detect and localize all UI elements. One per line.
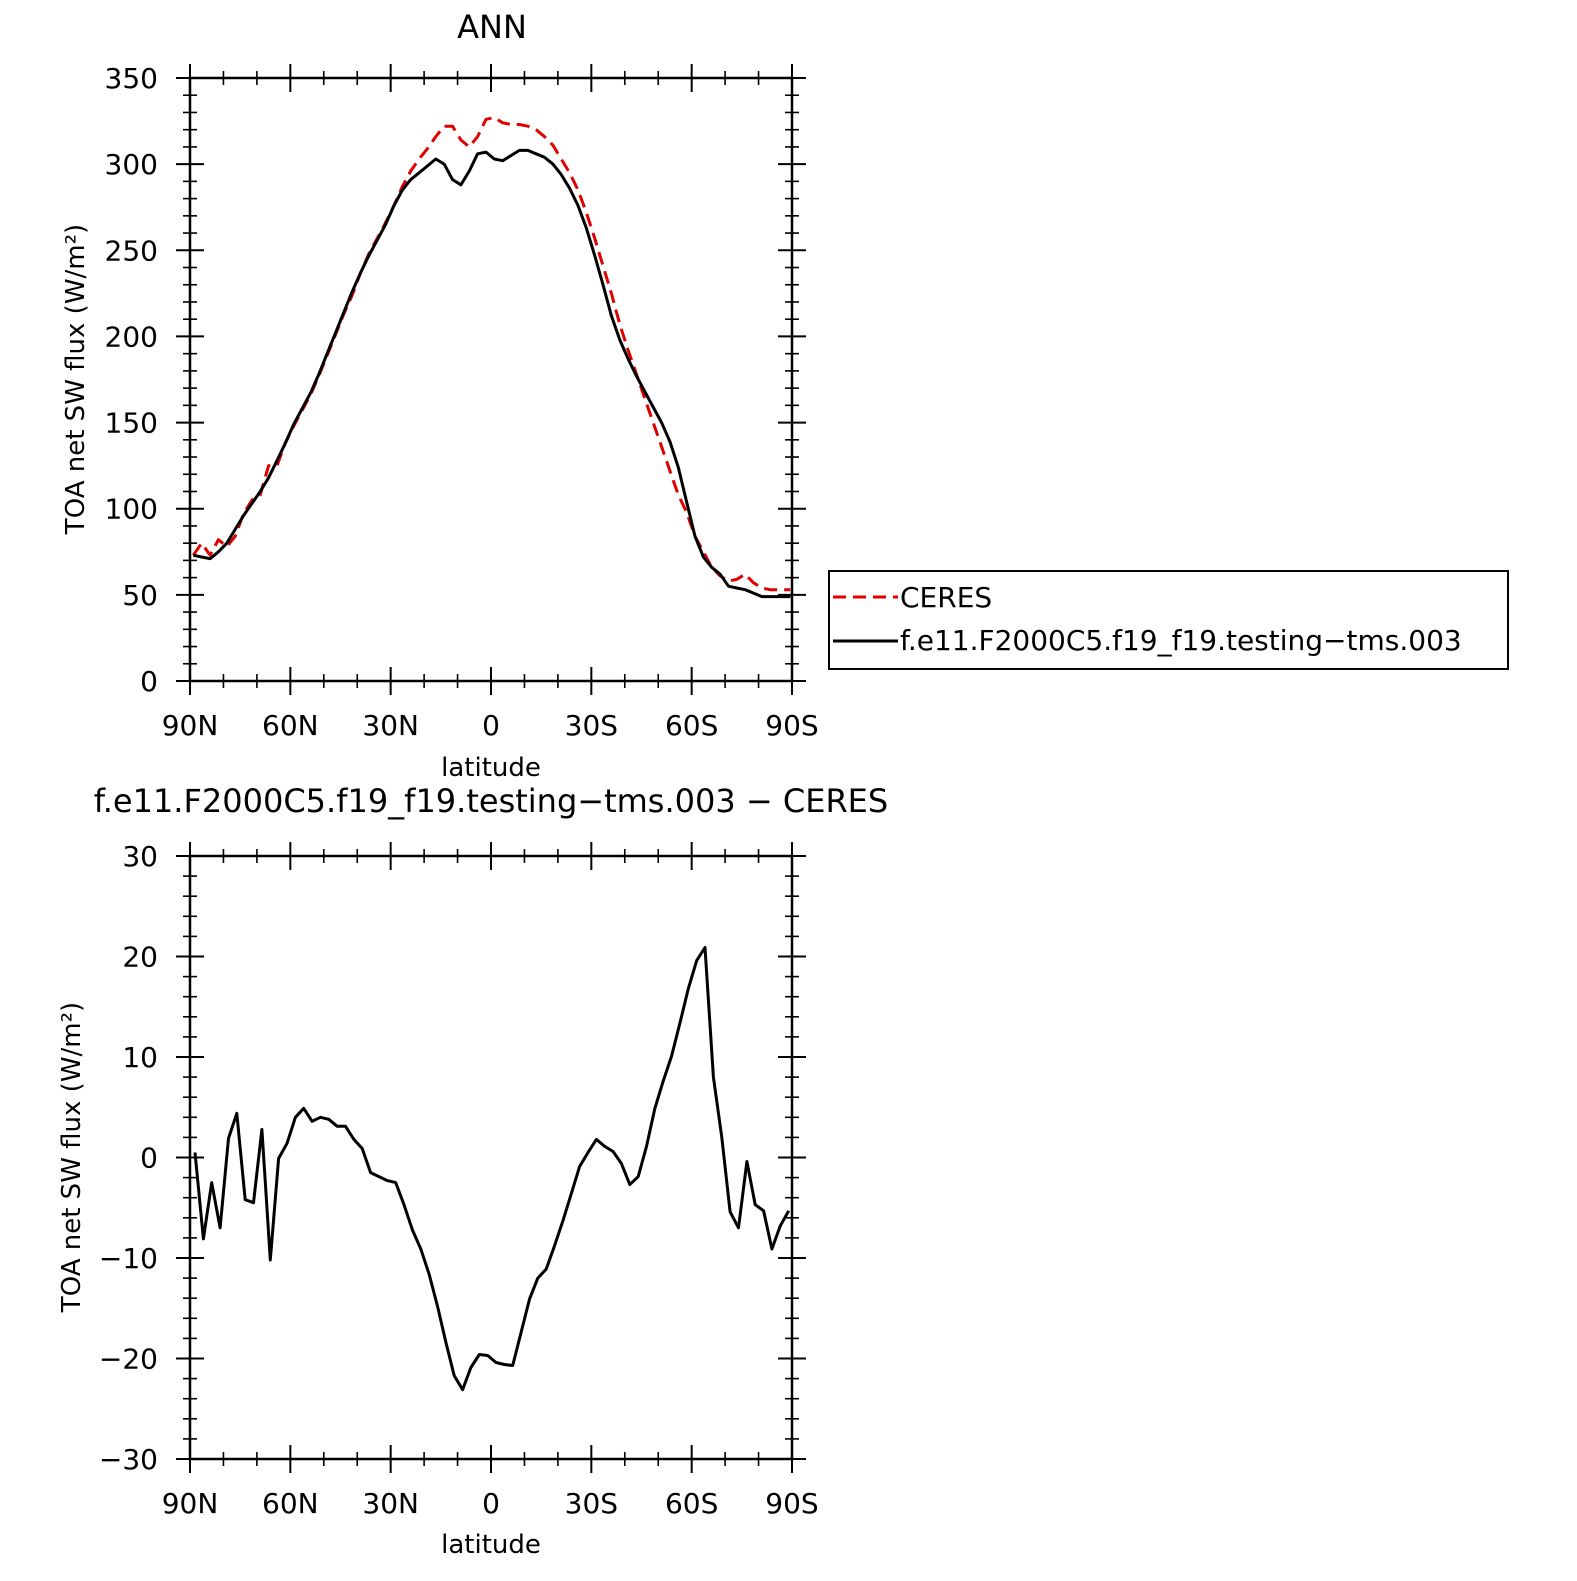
y-tick-label: −10 — [99, 1242, 158, 1275]
y-tick-label: 20 — [122, 941, 158, 974]
y-tick-label: 100 — [105, 493, 158, 526]
difference-series-line — [193, 946, 791, 1392]
y-tick-label: 250 — [105, 234, 158, 267]
top-y-axis-title: TOA net SW flux (W/m²) — [61, 224, 91, 535]
y-tick-label: −30 — [99, 1443, 158, 1476]
x-tick-label: 60N — [262, 1487, 319, 1520]
x-tick-label: 60N — [262, 709, 319, 742]
legend-label-ceres: CERES — [900, 581, 992, 614]
y-tick-label: 50 — [122, 579, 158, 612]
y-tick-label: 300 — [105, 148, 158, 181]
x-tick-label: 30S — [565, 709, 618, 742]
top-plot-frame — [188, 76, 794, 683]
x-tick-label: 60S — [665, 1487, 718, 1520]
ceres-series-line — [192, 116, 791, 592]
top-chart-title: ANN — [457, 8, 527, 46]
y-tick-label: 150 — [105, 407, 158, 440]
bottom-y-axis-title: TOA net SW flux (W/m²) — [57, 1002, 87, 1313]
y-tick-label: 350 — [105, 62, 158, 95]
bottom-y-ticks: −30 −20 −10 0 10 20 30 — [99, 840, 806, 1476]
bottom-x-ticks: 90N 60N 30N 0 30S 60S 90S — [162, 842, 819, 1520]
top-x-ticks: 90N 60N 30N 0 30S 60S 90S — [162, 64, 819, 742]
top-y-ticks: 0 50 100 150 200 250 300 350 — [105, 62, 806, 698]
x-tick-label: 60S — [665, 709, 718, 742]
top-chart: ANN 0 50 100 150 200 250 300 350 90N 60N 30N 0 30S 6… — [61, 8, 819, 783]
y-tick-label: −20 — [99, 1343, 158, 1376]
top-x-axis-title: latitude — [441, 753, 541, 783]
bottom-chart: f.e11.F2000C5.f19_f19.testing−tms.003 − … — [57, 782, 888, 1560]
bottom-plot-frame — [188, 854, 794, 1461]
bottom-x-axis-title: latitude — [441, 1530, 541, 1560]
legend-box — [828, 570, 1509, 670]
y-tick-label: 10 — [122, 1041, 158, 1074]
x-tick-label: 30S — [565, 1487, 618, 1520]
x-tick-label: 90N — [162, 709, 219, 742]
x-tick-label: 0 — [482, 709, 500, 742]
bottom-series — [193, 946, 791, 1392]
bottom-chart-title: f.e11.F2000C5.f19_f19.testing−tms.003 − … — [94, 782, 888, 820]
legend: CERES f.e11.F2000C5.f19_f19.testing−tms.… — [828, 570, 1509, 670]
y-tick-label: 0 — [140, 665, 158, 698]
y-tick-label: 200 — [105, 320, 158, 353]
x-tick-label: 0 — [482, 1487, 500, 1520]
y-tick-label: 30 — [122, 840, 158, 873]
x-tick-label: 30N — [362, 1487, 419, 1520]
x-tick-label: 90N — [162, 1487, 219, 1520]
x-tick-label: 30N — [362, 709, 419, 742]
x-tick-label: 90S — [765, 1487, 818, 1520]
y-tick-label: 0 — [140, 1142, 158, 1175]
x-tick-label: 90S — [765, 709, 818, 742]
legend-label-model: f.e11.F2000C5.f19_f19.testing−tms.003 — [900, 624, 1462, 657]
top-series — [192, 116, 791, 599]
model-series-line — [192, 148, 791, 599]
